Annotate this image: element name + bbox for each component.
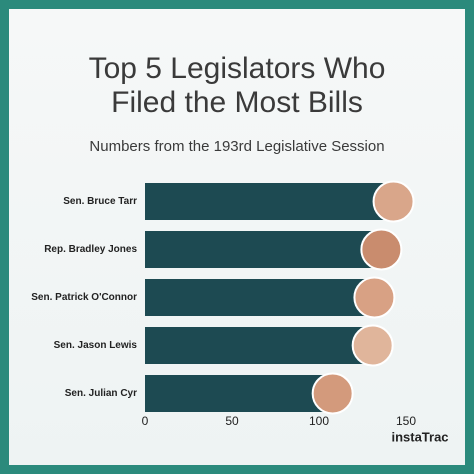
x-tick-label: 0 bbox=[142, 414, 149, 428]
y-tick-label: Rep. Bradley Jones bbox=[44, 244, 137, 255]
bar bbox=[145, 327, 375, 364]
avatar bbox=[351, 324, 394, 367]
avatar bbox=[360, 228, 403, 271]
avatar bbox=[311, 372, 354, 415]
brand: instaTrac bbox=[391, 429, 448, 444]
chart-subtitle: Numbers from the 193rd Legislative Sessi… bbox=[89, 138, 385, 155]
y-tick-label: Sen. Bruce Tarr bbox=[63, 196, 137, 207]
avatar bbox=[353, 276, 396, 319]
bar bbox=[145, 375, 335, 412]
x-tick-label: 150 bbox=[396, 414, 416, 428]
x-tick-label: 50 bbox=[225, 414, 239, 428]
bar bbox=[145, 279, 377, 316]
chart-title: Top 5 Legislators Who Filed the Most Bil… bbox=[88, 52, 386, 119]
y-tick-label: Sen. Patrick O'Connor bbox=[31, 292, 137, 303]
x-tick-label: 100 bbox=[309, 414, 329, 428]
y-tick-label: Sen. Julian Cyr bbox=[65, 388, 137, 399]
y-tick-label: Sen. Jason Lewis bbox=[54, 340, 138, 351]
avatar bbox=[372, 180, 415, 223]
bar bbox=[145, 183, 396, 220]
bar bbox=[145, 231, 384, 268]
